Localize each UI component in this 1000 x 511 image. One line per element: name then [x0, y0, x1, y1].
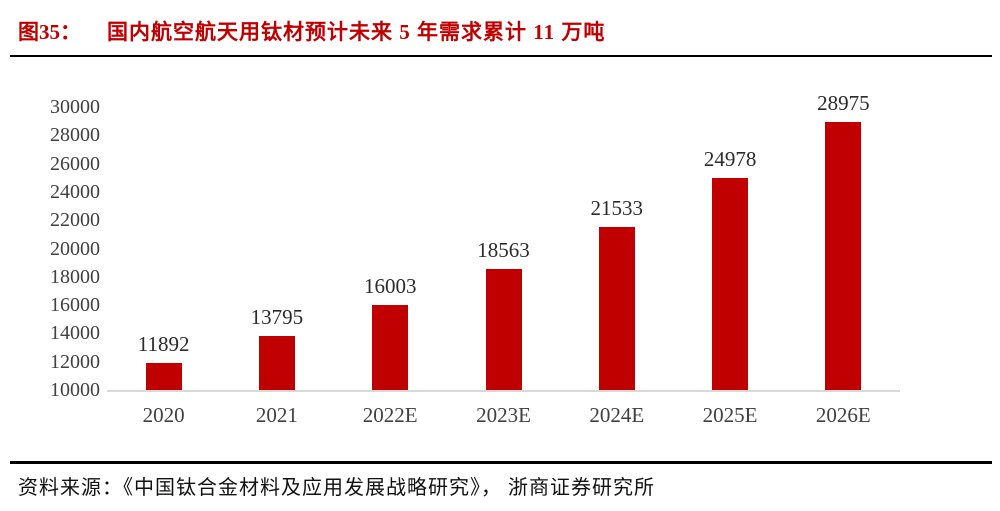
bar-2025E — [712, 178, 749, 390]
bar-value-label: 16003 — [363, 274, 417, 299]
x-axis-tick-label: 2022E — [362, 403, 418, 427]
y-axis-tick-label: 28000 — [50, 124, 100, 147]
bar-value-label: 11892 — [137, 332, 190, 357]
x-axis-line — [107, 390, 900, 392]
y-axis-tick-label: 12000 — [50, 350, 100, 373]
x-axis-tick-label: 2020 — [142, 403, 185, 427]
x-axis-tick-label: 2025E — [702, 403, 758, 427]
x-axis-tick-label: 2023E — [476, 403, 531, 427]
bar-2022E — [372, 305, 409, 390]
bar-value-label: 13795 — [250, 305, 304, 330]
bar-value-label: 24978 — [703, 147, 757, 172]
bar-2023E — [485, 268, 522, 390]
figure-title-row: 图35： 国内航空航天用钛材预计未来 5 年需求累计 11 万吨 — [18, 16, 605, 46]
x-axis-tick-label: 2024E — [589, 403, 645, 427]
source-row: 资料来源：《中国钛合金材料及应用发展战略研究》， 浙商证券研究所 — [18, 471, 655, 500]
y-axis-tick-label: 16000 — [50, 294, 100, 317]
figure-number-label: 图35： — [18, 20, 81, 44]
y-axis-tick-label: 20000 — [50, 237, 100, 260]
y-axis-tick-label: 10000 — [50, 379, 100, 401]
bar-value-label: 18563 — [477, 237, 530, 262]
x-axis-tick-label: 2021 — [255, 403, 298, 427]
y-axis-tick-label: 30000 — [50, 96, 100, 118]
y-axis-tick-label: 24000 — [50, 180, 100, 203]
title-divider — [10, 55, 992, 57]
source-divider — [10, 461, 992, 464]
figure-title: 国内航空航天用钛材预计未来 5 年需求累计 11 万吨 — [107, 20, 606, 44]
bar-2026E — [825, 121, 862, 390]
y-axis-tick-label: 26000 — [50, 152, 100, 175]
bar-2021 — [258, 336, 295, 390]
y-axis-tick-label: 18000 — [50, 265, 100, 288]
y-axis-tick-label: 22000 — [50, 209, 100, 232]
bar-2024E — [598, 226, 635, 390]
x-axis-tick-label: 2026E — [815, 403, 871, 427]
bar-value-label: 21533 — [590, 195, 644, 220]
source-text: 资料来源：《中国钛合金材料及应用发展战略研究》， 浙商证券研究所 — [18, 477, 655, 499]
bar-2020 — [145, 363, 182, 390]
bar-value-label: 28975 — [817, 90, 870, 115]
y-axis-tick-label: 14000 — [50, 322, 100, 345]
